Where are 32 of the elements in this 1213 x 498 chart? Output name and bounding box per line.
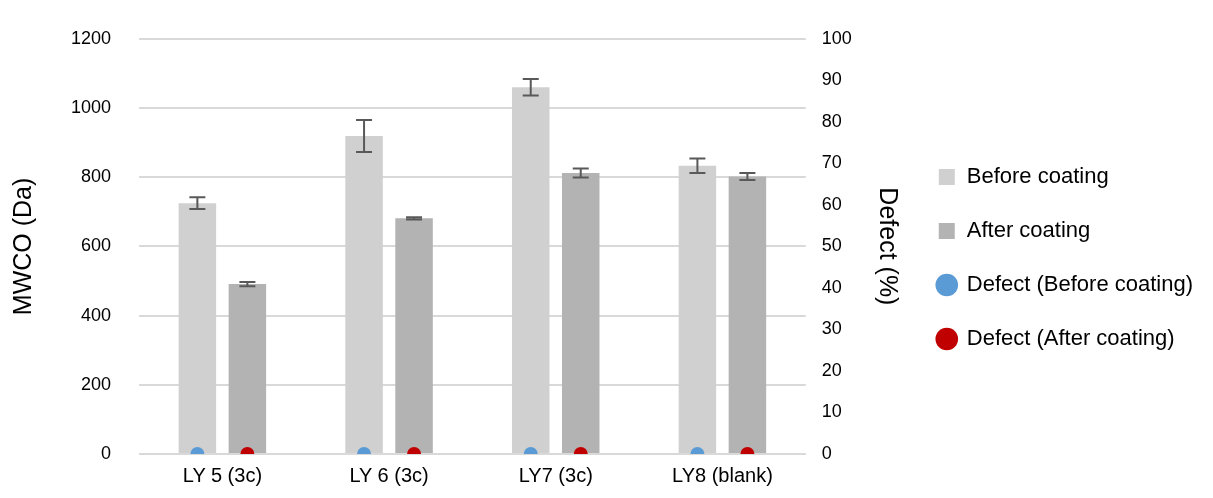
y2-tick-label: 50 — [821, 235, 842, 256]
y2-tick-label: 70 — [821, 152, 842, 173]
legend-label: Before coating — [966, 163, 1109, 189]
legend-label: Defect (Before coating) — [966, 271, 1194, 297]
y2-tick-label: 40 — [821, 276, 842, 297]
y2-tick-label: 90 — [821, 69, 842, 90]
x-tick-label: LY 5 (3c) — [182, 463, 263, 486]
bar — [561, 173, 600, 453]
x-tick-label: LY7 (3c) — [518, 463, 593, 486]
y-tick-label: 1200 — [71, 27, 112, 48]
y-tick-label: 800 — [81, 166, 112, 187]
y-axis-title: MWCO (Da) — [7, 177, 36, 316]
y-tick-label: 400 — [81, 304, 112, 325]
y-tick-label: 200 — [81, 373, 112, 394]
y2-tick-label: 80 — [821, 110, 842, 131]
y2-tick-label: 0 — [821, 442, 832, 463]
y2-tick-label: 30 — [821, 318, 842, 339]
legend-label: After coating — [966, 217, 1091, 243]
bar — [728, 176, 767, 453]
y-tick-label: 0 — [101, 442, 112, 463]
x-tick-label: LY8 (blank) — [672, 463, 773, 486]
x-tick-label: LY 6 (3c) — [349, 463, 429, 486]
y2-tick-label: 10 — [821, 401, 842, 422]
y-tick-label: 1000 — [71, 96, 112, 117]
legend-label: Defect (After coating) — [966, 325, 1175, 351]
bar — [228, 284, 267, 453]
bar — [395, 218, 433, 453]
y2-axis-title: Defect (%) — [874, 187, 903, 306]
y-tick-label: 600 — [81, 235, 112, 256]
y2-tick-label: 20 — [821, 359, 842, 380]
y2-tick-label: 60 — [821, 193, 842, 214]
y2-tick-label: 100 — [821, 27, 852, 48]
